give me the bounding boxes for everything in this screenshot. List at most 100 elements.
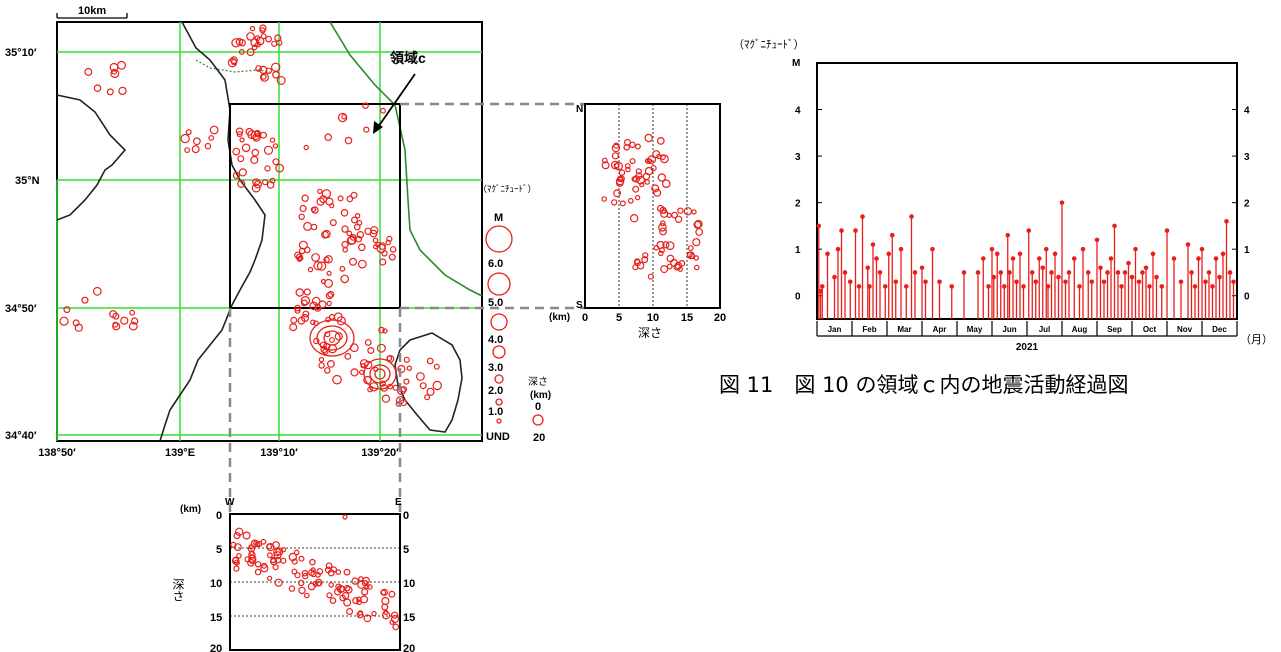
mt-point-87 (1192, 284, 1198, 289)
epicenter-marker-188 (392, 384, 399, 391)
epicenter-marker-155 (382, 328, 388, 334)
ns-tick-15: 15 (681, 312, 693, 324)
epicenter-marker-21 (250, 38, 260, 47)
epicenter-marker-73 (321, 230, 329, 239)
mt-point-25 (919, 265, 925, 271)
epicenter-marker-8 (231, 38, 241, 48)
ns-marker-44 (691, 209, 697, 215)
epicenter-marker-156 (327, 360, 335, 368)
ns-marker-66 (632, 185, 640, 193)
epicenter-marker-78 (350, 191, 358, 199)
mt-point-33 (986, 284, 991, 289)
ns-axis-label: 深さ (638, 326, 662, 340)
epicenter-marker-85 (388, 253, 396, 261)
ns-marker-29 (657, 173, 667, 182)
mt-y-axis: 0 0 1 1 2 2 3 3 4 4 (795, 106, 1250, 303)
mt-month-label-11: Dec (1212, 325, 1227, 334)
epicenter-marker-12 (254, 35, 261, 42)
mt-ytick-label-left-3: 3 (795, 152, 801, 163)
ns-marker-77 (659, 227, 667, 236)
ew-marker-69 (297, 579, 305, 587)
ew-marker-82 (298, 586, 306, 595)
ew-ytick-right-20: 20 (403, 643, 415, 652)
ew-marker-106 (362, 576, 370, 585)
mt-point-42 (1014, 279, 1019, 285)
epicenter-marker-53 (272, 158, 280, 166)
epicenter-marker-126 (313, 261, 323, 271)
mt-point-78 (1147, 284, 1152, 289)
ns-marker-76 (646, 158, 653, 165)
epicenter-marker-240 (324, 133, 333, 142)
ns-marker-50 (693, 264, 700, 271)
epicenter-marker-232 (81, 296, 89, 304)
epicenter-marker-180 (334, 332, 343, 341)
legend-mag-5: 5.0 (488, 297, 503, 309)
mt-point-74 (1133, 246, 1138, 252)
epicenter-marker-13 (265, 35, 273, 43)
epicenter-marker-125 (311, 253, 321, 262)
epicenter-marker-220 (424, 394, 431, 401)
epicenter-marker-123 (298, 247, 306, 255)
epicenter-marker-107 (375, 241, 381, 248)
epicenter-marker-27 (255, 65, 263, 72)
epicenter-marker-89 (349, 257, 358, 266)
epicenter-marker-150 (301, 314, 310, 323)
ns-top-label: N (576, 104, 583, 115)
epicenter-marker-237 (303, 144, 309, 151)
mt-point-56 (1063, 279, 1068, 285)
epicenter-marker-233 (63, 306, 71, 314)
legend-circle-und (496, 418, 502, 424)
ew-marker-88 (294, 572, 301, 579)
map-frame (56, 21, 483, 442)
mt-point-59 (1077, 284, 1082, 289)
epicenter-marker-199 (128, 321, 138, 331)
ew-marker-48 (267, 575, 273, 581)
mt-point-27 (930, 246, 935, 252)
ew-marker-29 (254, 568, 262, 576)
epicenter-marker-200 (120, 316, 129, 325)
mt-point-75 (1136, 279, 1142, 285)
ew-marker-70 (267, 552, 273, 559)
epicenter-marker-223 (111, 68, 118, 75)
epicenter-marker-205 (130, 317, 139, 325)
mt-point-54 (1056, 274, 1061, 280)
epicenter-marker-43 (239, 137, 245, 143)
ew-marker-46 (366, 584, 373, 590)
mt-point-12 (865, 265, 871, 271)
mt-ytick-label-left-1: 1 (795, 245, 801, 256)
epicenter-marker-98 (379, 258, 387, 266)
epicenter-markers (59, 24, 442, 407)
mt-point-83 (1171, 256, 1177, 261)
epicenter-marker-18 (249, 25, 256, 32)
mt-point-53 (1052, 251, 1058, 257)
ns-marker-28 (635, 172, 643, 180)
epicenter-marker-195 (406, 365, 412, 371)
ns-marker-0 (623, 144, 631, 151)
ew-marker-87 (291, 558, 298, 565)
mt-point-49 (1040, 265, 1046, 271)
region-c-arrow (373, 73, 416, 134)
epicenter-marker-219 (432, 380, 442, 391)
ns-marker-81 (647, 273, 655, 280)
mt-point-10 (856, 284, 862, 289)
epicenter-marker-99 (385, 239, 392, 246)
epicenter-marker-159 (350, 368, 359, 377)
epicenter-marker-178 (329, 337, 335, 343)
epicenter-marker-62 (341, 225, 349, 233)
ns-marker-78 (650, 165, 657, 172)
epicenter-marker-239 (362, 102, 369, 110)
ew-marker-11 (357, 610, 364, 616)
ew-ytick-right-10: 10 (403, 578, 415, 590)
epicenter-marker-83 (325, 197, 334, 206)
ns-marker-6 (656, 136, 665, 145)
mt-point-77 (1143, 265, 1149, 271)
epicenter-marker-207 (185, 129, 192, 136)
mt-ytick-label-right-2: 2 (1244, 199, 1250, 210)
epicenter-marker-134 (327, 290, 335, 298)
projection-lines (228, 102, 585, 514)
epicenter-marker-28 (259, 65, 268, 75)
epicenter-marker-37 (269, 137, 276, 143)
legend-depth-unit: (km) (530, 390, 551, 401)
epicenter-marker-9 (235, 37, 244, 46)
epicenter-marker-197 (403, 356, 410, 363)
